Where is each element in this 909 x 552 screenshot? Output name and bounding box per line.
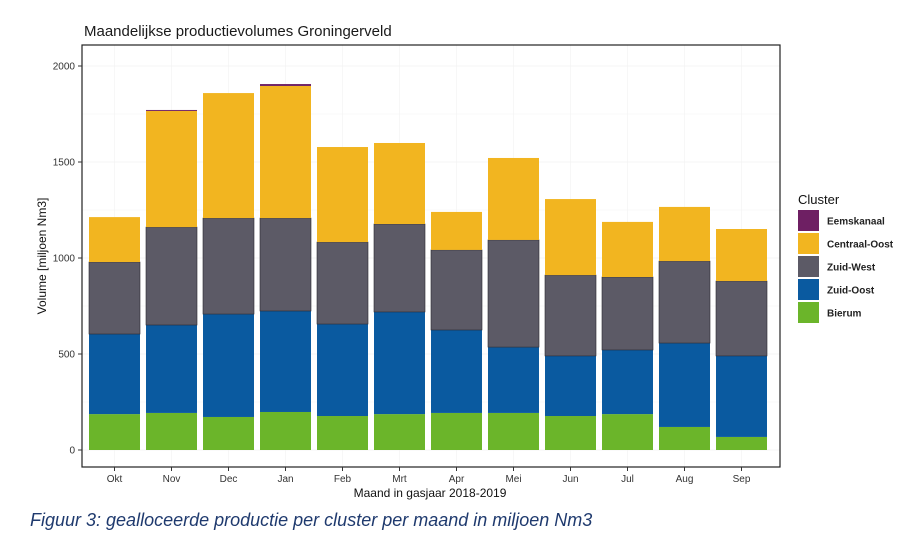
bar-segment-zuid-oost-aug [659, 343, 710, 427]
legend-label-bierum: Bierum [827, 309, 862, 320]
y-axis-label: Volume [miljoen Nm3] [35, 198, 49, 315]
x-tick-label: Aug [676, 474, 694, 485]
bar-segment-bierum-apr [431, 412, 482, 450]
legend-swatch-zuid-west [798, 256, 819, 277]
bar-segment-eemskanaal-nov [146, 109, 197, 111]
bar-segment-bierum-feb [317, 416, 368, 450]
bar-segment-zuid-oost-jan [260, 310, 311, 412]
legend-label-zuid-west: Zuid-West [827, 263, 876, 274]
x-tick-label: Mrt [392, 474, 407, 485]
x-tick-label: Feb [334, 474, 352, 485]
bar-segment-centraal-oost-mrt [374, 142, 425, 225]
bar-segment-bierum-mrt [374, 414, 425, 450]
legend-swatch-bierum [798, 302, 819, 323]
legend: Cluster Eemskanaal Centraal-Oost Zuid-West… [798, 192, 894, 323]
bar-segment-bierum-aug [659, 426, 710, 450]
bar-segment-centraal-oost-apr [431, 211, 482, 250]
bar-segment-zuid-oost-sep [716, 355, 767, 437]
bar-segment-bierum-sep [716, 436, 767, 450]
chart-title: Maandelijkse productievolumes Groningerv… [84, 23, 392, 40]
bar-segment-zuid-oost-mei [488, 347, 539, 413]
plot-panel-border [81, 44, 781, 468]
bar-segment-zuid-west-jun [544, 274, 597, 357]
bar-segment-bierum-nov [146, 412, 197, 450]
bar-segment-bierum-jan [260, 411, 311, 450]
legend-title: Cluster [798, 192, 840, 207]
bar-segment-zuid-west-okt [88, 261, 141, 335]
x-tick-label: Jan [277, 474, 293, 485]
bar-segment-zuid-west-mrt [373, 223, 426, 313]
bar-segment-bierum-okt [89, 414, 140, 450]
bar-segment-zuid-west-dec [202, 217, 255, 315]
y-tick-label: 1000 [53, 254, 76, 265]
x-axis: Okt Nov Dec Jan Feb Mrt Apr Mei Jun Jul Aug Sep [107, 467, 751, 485]
legend-label-centraal-oost: Centraal-Oost [827, 240, 894, 251]
bar-segment-zuid-oost-okt [89, 334, 140, 415]
x-tick-label: Nov [163, 474, 181, 485]
bars [88, 84, 768, 450]
bar-segment-zuid-west-jul [601, 276, 654, 351]
bar-segment-centraal-oost-okt [89, 217, 140, 263]
bar-segment-centraal-oost-jun [545, 199, 596, 276]
bar-segment-centraal-oost-mei [488, 157, 539, 240]
bar-segment-bierum-dec [203, 416, 254, 450]
x-tick-label: Okt [107, 474, 123, 485]
figure-caption: Figuur 3: gealloceerde productie per clu… [30, 510, 593, 530]
y-tick-label: 0 [69, 446, 75, 457]
bar-segment-zuid-west-aug [658, 260, 711, 344]
bar-segment-zuid-west-sep [715, 280, 768, 357]
bar-segment-centraal-oost-aug [659, 206, 710, 262]
bar-segment-zuid-oost-dec [203, 314, 254, 417]
bar-segment-bierum-jun [545, 416, 596, 450]
y-tick-label: 2000 [53, 62, 76, 73]
bar-segment-zuid-oost-feb [317, 324, 368, 417]
bar-segment-zuid-west-jan [259, 217, 312, 312]
bar-segment-zuid-west-nov [145, 226, 198, 326]
legend-swatch-eemskanaal [798, 210, 819, 231]
legend-label-eemskanaal: Eemskanaal [827, 217, 885, 228]
bar-segment-centraal-oost-dec [203, 93, 254, 219]
x-axis-label: Maand in gasjaar 2018-2019 [354, 486, 507, 500]
x-tick-label: Jun [562, 474, 578, 485]
legend-swatch-centraal-oost [798, 233, 819, 254]
bar-segment-centraal-oost-sep [716, 229, 767, 282]
bar-segment-zuid-oost-apr [431, 330, 482, 413]
bar-segment-bierum-jul [602, 414, 653, 450]
x-tick-label: Mei [505, 474, 521, 485]
bar-segment-zuid-west-feb [316, 241, 369, 325]
legend-swatch-zuid-oost [798, 279, 819, 300]
y-axis: 0 500 1000 1500 2000 [53, 62, 82, 457]
y-tick-label: 1500 [53, 158, 76, 169]
legend-label-zuid-oost: Zuid-Oost [827, 286, 875, 297]
x-tick-label: Jul [621, 474, 634, 485]
y-tick-label: 500 [58, 350, 75, 361]
x-tick-label: Dec [220, 474, 238, 485]
bar-segment-eemskanaal-jan [260, 84, 311, 86]
bar-segment-zuid-west-mei [487, 239, 540, 348]
bar-segment-zuid-west-apr [430, 249, 483, 331]
bar-segment-zuid-oost-mrt [374, 311, 425, 415]
bar-segment-zuid-oost-nov [146, 325, 197, 413]
bar-segment-centraal-oost-feb [317, 147, 368, 243]
bar-segment-centraal-oost-nov [146, 110, 197, 228]
bar-segment-bierum-mei [488, 412, 539, 450]
bar-segment-zuid-oost-jul [602, 349, 653, 415]
stacked-bar-chart: Maandelijkse productievolumes Groningerv… [35, 23, 894, 500]
bar-segment-zuid-oost-jun [545, 355, 596, 417]
x-tick-label: Sep [733, 474, 751, 485]
x-tick-label: Apr [449, 474, 465, 485]
bar-segment-centraal-oost-jan [260, 85, 311, 219]
bar-segment-centraal-oost-jul [602, 221, 653, 278]
